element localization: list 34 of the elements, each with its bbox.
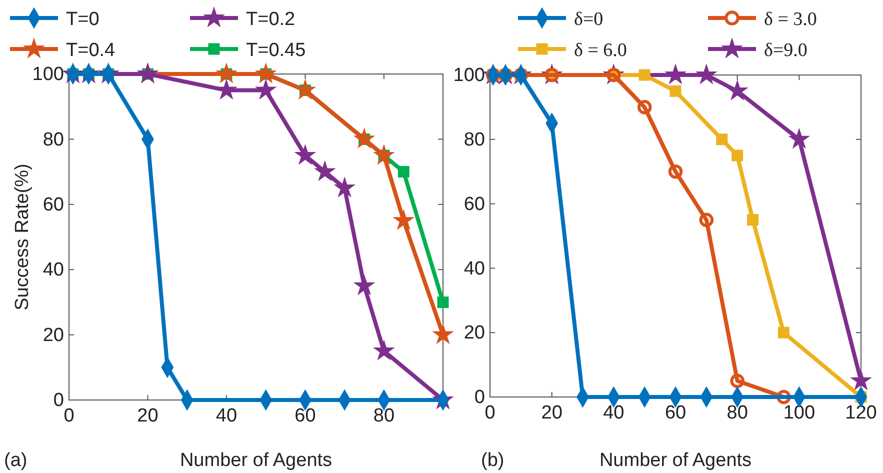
legend-label: δ = 6.0 <box>574 40 627 61</box>
x-axis-title: Number of Agents <box>599 450 752 471</box>
y-tick-label: 20 <box>42 324 64 346</box>
legend-label: δ = 3.0 <box>764 9 817 30</box>
y-tick-label: 60 <box>42 194 64 216</box>
x-tick-label: 40 <box>603 402 624 424</box>
text: (b) <box>481 450 504 471</box>
legend-label: δ=9.0 <box>764 40 808 61</box>
legend-label: T=0.4 <box>66 40 116 61</box>
y-tick-label: 80 <box>42 129 64 150</box>
y-tick-label: 100 <box>453 65 485 86</box>
x-tick-label: 80 <box>373 405 395 426</box>
x-tick-label: 20 <box>541 402 562 424</box>
legend-label: T=0 <box>66 9 100 30</box>
x-tick-label: 60 <box>294 405 316 426</box>
x-tick-label: 20 <box>137 405 158 426</box>
x-tick-label: 120 <box>845 402 877 424</box>
y-tick-label: 100 <box>32 64 64 86</box>
x-tick-label: 80 <box>726 402 748 424</box>
legend-label: T=0.45 <box>246 40 306 61</box>
legend-label: δ=0 <box>574 9 604 30</box>
text: (a) <box>4 450 28 471</box>
y-tick-label: 60 <box>464 194 485 215</box>
y-tick-label: 0 <box>474 387 485 408</box>
y-tick-label: 40 <box>464 258 485 280</box>
x-axis-title: Number of Agents <box>180 450 332 471</box>
legend-label: T=0.2 <box>246 9 296 30</box>
x-tick-label: 60 <box>664 402 686 424</box>
y-tick-label: 80 <box>464 129 485 150</box>
y-tick-label: 20 <box>464 322 485 344</box>
x-tick-label: 100 <box>783 402 816 424</box>
x-tick-label: 40 <box>216 405 238 426</box>
y-axis-title: Success Rate(%) <box>12 164 33 310</box>
y-tick-label: 40 <box>42 260 64 281</box>
